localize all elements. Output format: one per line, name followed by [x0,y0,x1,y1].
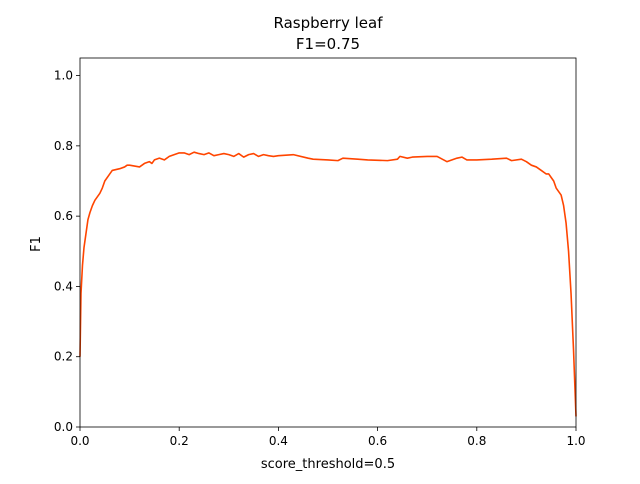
y-axis-label: F1 [29,236,44,252]
chart-subtitle: F1=0.75 [296,35,360,53]
x-tick-label: 1.0 [566,434,585,448]
y-tick-label: 0.8 [54,139,73,153]
x-tick-label: 0.6 [368,434,387,448]
plot-area: 0.0 0.2 0.4 0.6 0.8 1.0 0.0 0.2 0.4 0.6 0.8 1.0 [54,57,586,448]
y-tick-label: 0.4 [54,279,73,293]
chart-title: Raspberry leaf [274,14,384,32]
y-tick-label: 0.2 [54,350,73,364]
series-line-0 [79,151,577,417]
y-tick-label: 1.0 [54,69,73,83]
x-tick-label: 0.2 [170,434,189,448]
x-tick-label: 0.0 [70,434,89,448]
plot-frame [79,57,577,428]
x-tick-label: 0.8 [467,434,486,448]
y-tick-label: 0.0 [54,420,73,434]
y-tick-label: 0.6 [54,209,73,223]
x-tick-label: 0.4 [269,434,288,448]
x-axis-label: score_threshold=0.5 [261,457,395,472]
